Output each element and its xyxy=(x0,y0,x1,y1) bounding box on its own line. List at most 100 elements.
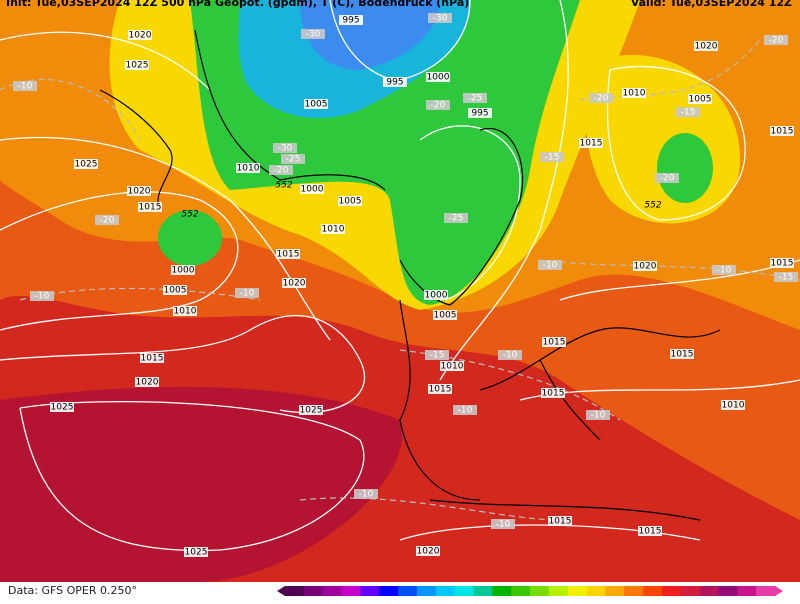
pressure-label-box xyxy=(163,285,187,295)
pressure-label: 1015 xyxy=(580,139,603,149)
temperature-label-box xyxy=(13,81,37,91)
pressure-label: 1025 xyxy=(75,160,98,170)
colorbar-arrow xyxy=(775,586,783,596)
pressure-label-box xyxy=(542,337,566,347)
pressure-label-box xyxy=(339,15,363,25)
pressure-label-box xyxy=(276,249,300,259)
pressure-label-box xyxy=(770,258,794,268)
pressure-label: 1020 xyxy=(136,378,159,388)
coastline xyxy=(99,29,721,521)
temperature-label: -25 xyxy=(449,214,464,224)
pressure-label: 1020 xyxy=(417,547,440,557)
pressure-label-box xyxy=(424,290,448,300)
colorbar-swatch xyxy=(643,586,663,596)
colorbar-swatch xyxy=(379,586,399,596)
green-low xyxy=(657,133,713,203)
pressure-label: 1000 xyxy=(301,185,324,195)
colorbar-swatch xyxy=(718,586,738,596)
colorbar-swatch xyxy=(680,586,701,596)
pressure-label: 1005 xyxy=(305,100,328,110)
colorbar-swatch xyxy=(435,586,456,596)
temperature-label: -30 xyxy=(278,144,293,154)
colorbar-swatch xyxy=(303,586,324,596)
pressure-label-box xyxy=(300,184,324,194)
pressure-label-box xyxy=(721,400,745,410)
temperature-label-box xyxy=(444,213,468,223)
pressure-label-box xyxy=(383,77,407,87)
temperature-label-box xyxy=(586,410,610,420)
pressure-label: 1015 xyxy=(549,517,572,527)
pressure-label: 995 xyxy=(471,109,488,119)
pressure-label: 1015 xyxy=(429,385,452,395)
pressure-label-box xyxy=(74,159,98,169)
colorbar-swatch xyxy=(605,586,625,596)
pressure-label: 1010 xyxy=(237,164,260,174)
pressure-label: 1005 xyxy=(164,286,187,296)
temperature-label: -30 xyxy=(306,30,321,40)
temperature-label: -10 xyxy=(458,406,473,416)
pressure-label-box xyxy=(173,306,197,316)
pressure-label: 1005 xyxy=(689,95,712,105)
pressure-label: 1010 xyxy=(322,225,345,235)
temperature-label-box xyxy=(453,405,477,415)
temperature-label-box xyxy=(676,107,700,117)
colorbar-swatch xyxy=(530,586,550,596)
pressure-label-box xyxy=(282,278,306,288)
pressure-label: 995 xyxy=(386,78,403,88)
pressure-label-box xyxy=(433,310,457,320)
temperature-label: -20 xyxy=(660,174,675,184)
pressure-label-box xyxy=(171,265,195,275)
pressure-label-box xyxy=(125,60,149,70)
pressure-label: 1020 xyxy=(695,42,718,52)
pressure-label-box xyxy=(440,361,464,371)
header-valid: Valid: Tue,03SEP2024 12Z xyxy=(631,0,792,9)
pressure-label-box xyxy=(633,261,657,271)
pressure-label: 1015 xyxy=(639,527,662,537)
colorbar-swatch xyxy=(699,586,719,596)
pressure-label: 1025 xyxy=(300,406,323,416)
temperature-label: -10 xyxy=(591,411,606,421)
pressure-label-box xyxy=(299,405,323,415)
temperature-label: -10 xyxy=(496,520,511,530)
temperature-label: -10 xyxy=(543,261,558,271)
temperature-label: -20 xyxy=(594,94,609,104)
temperature-label: -15 xyxy=(430,351,445,361)
pressure-label: 1025 xyxy=(51,403,74,413)
pressure-label-box xyxy=(321,224,345,234)
pressure-label-box xyxy=(548,516,572,526)
pressure-label-box xyxy=(670,349,694,359)
geopotential-label: 552 xyxy=(644,201,661,211)
temperature-label: -10 xyxy=(35,292,50,302)
colorbar-swatch xyxy=(756,586,776,596)
colorbar-swatch xyxy=(416,586,437,596)
colorbar-swatch xyxy=(285,586,305,596)
temperature-label: -10 xyxy=(717,266,732,276)
pressure-label-box xyxy=(236,163,260,173)
pressure-label: 1010 xyxy=(441,362,464,372)
pressure-label-box xyxy=(579,138,603,148)
pressure-label: 1015 xyxy=(671,350,694,360)
pressure-label: 1000 xyxy=(172,266,195,276)
pressure-label: 1015 xyxy=(542,389,565,399)
colorbar-swatch xyxy=(548,586,569,596)
pressure-label: 1015 xyxy=(277,250,300,260)
temperature-label-box xyxy=(426,100,450,110)
cold-center xyxy=(300,0,440,70)
pressure-label: 1025 xyxy=(126,61,149,71)
pressure-label-box xyxy=(138,202,162,212)
pressure-label-box xyxy=(416,546,440,556)
temperature-label-box xyxy=(589,93,613,103)
pressure-label: 1020 xyxy=(634,262,657,272)
pressure-label-box xyxy=(50,402,74,412)
colorbar-swatch xyxy=(360,586,380,596)
temperature-label: -20 xyxy=(274,166,289,176)
temperature-label-box xyxy=(95,215,119,225)
pressure-label: 1020 xyxy=(128,187,151,197)
temperature-label-box xyxy=(498,350,522,360)
temperature-label: -15 xyxy=(779,273,794,283)
temperature-label: -25 xyxy=(468,94,483,104)
pressure-label: 1015 xyxy=(139,203,162,213)
temperature-label: -20 xyxy=(431,101,446,111)
